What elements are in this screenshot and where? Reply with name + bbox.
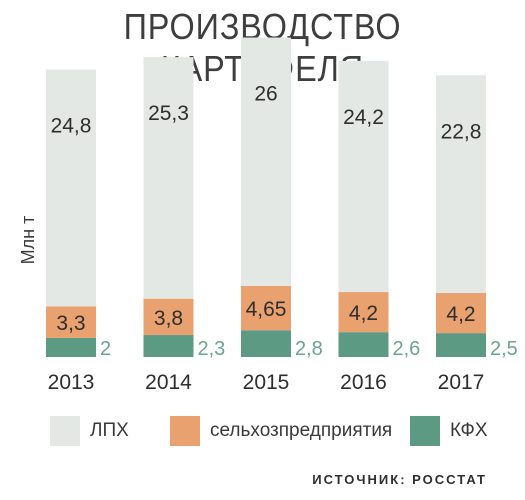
bar-kfh-2015 xyxy=(241,330,291,357)
legend-label-kfh: КФХ xyxy=(450,420,488,441)
legend-label-agri: сельхозпредприятия xyxy=(210,420,393,441)
label-agri-2013: 3,3 xyxy=(56,312,85,335)
label-agri-2016: 4,2 xyxy=(349,302,378,325)
bar-lph-2015 xyxy=(241,37,291,286)
label-lph-2014: 25,3 xyxy=(148,102,189,125)
label-lph-2015: 26 xyxy=(254,83,277,106)
bar-agri-2014 xyxy=(143,298,194,336)
x-tick-2016: 2016 xyxy=(340,371,387,394)
source-note: ИСТОЧНИК: РОССТАТ xyxy=(312,472,487,487)
bar-kfh-2013 xyxy=(46,337,96,357)
bar-agri-2017 xyxy=(436,293,486,334)
label-kfh-2013: 2 xyxy=(100,338,111,360)
legend-label-lph: ЛПХ xyxy=(90,420,129,441)
x-tick-2014: 2014 xyxy=(145,371,192,394)
bar-lph-2013 xyxy=(46,69,96,307)
legend-swatch-kfh xyxy=(410,416,440,446)
label-kfh-2017: 2,5 xyxy=(490,338,518,360)
bar-kfh-2016 xyxy=(338,332,389,357)
bar-lph-2017 xyxy=(436,75,486,294)
bar-agri-2015 xyxy=(241,285,291,331)
x-tick-2013: 2013 xyxy=(48,371,95,394)
label-kfh-2015: 2,8 xyxy=(295,338,323,360)
label-agri-2017: 4,2 xyxy=(446,303,475,326)
legend: ЛПХ сельхозпредприятия КФХ xyxy=(50,412,520,448)
bar-kfh-2017 xyxy=(436,333,486,357)
legend-swatch-agri xyxy=(170,416,200,446)
x-tick-2017: 2017 xyxy=(438,371,485,394)
bar-agri-2016 xyxy=(338,292,389,333)
bar-agri-2013 xyxy=(46,306,96,338)
label-lph-2013: 24,8 xyxy=(51,115,92,138)
label-kfh-2014: 2,3 xyxy=(198,338,226,360)
label-lph-2016: 24,2 xyxy=(343,106,384,129)
label-agri-2014: 3,8 xyxy=(154,307,183,330)
label-kfh-2016: 2,6 xyxy=(393,338,421,360)
bar-lph-2014 xyxy=(143,57,194,299)
bar-kfh-2014 xyxy=(143,335,194,357)
legend-swatch-lph xyxy=(50,416,80,446)
y-axis-label: Млн т xyxy=(18,216,38,265)
label-lph-2017: 22,8 xyxy=(441,120,482,143)
label-agri-2015: 4,65 xyxy=(246,298,287,321)
x-tick-2015: 2015 xyxy=(243,371,290,394)
bar-lph-2016 xyxy=(338,60,389,293)
